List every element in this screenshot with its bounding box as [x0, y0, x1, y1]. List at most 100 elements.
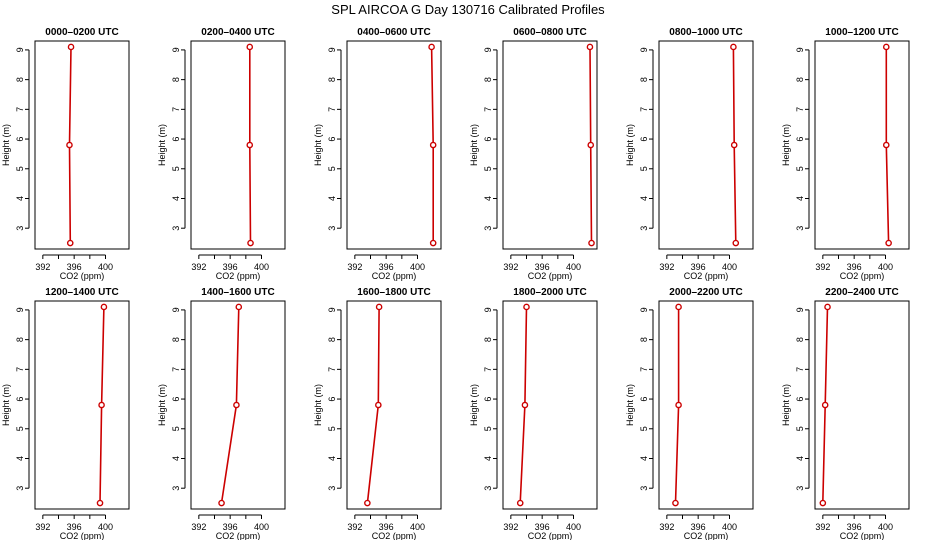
y-tick-label: 6 [327, 397, 337, 402]
y-tick-label: 5 [483, 426, 493, 431]
x-tick-label: 396 [67, 262, 82, 272]
y-tick-label: 7 [639, 107, 649, 112]
profile-point [96, 499, 104, 507]
y-tick-label: 8 [483, 77, 493, 82]
y-tick-label: 7 [483, 107, 493, 112]
y-tick-label: 4 [795, 456, 805, 461]
profile-point [67, 43, 75, 51]
y-tick-label: 8 [639, 77, 649, 82]
panel-title: 0000–0200 UTC [45, 27, 118, 38]
x-tick-label: 396 [379, 262, 394, 272]
profile-point [675, 303, 682, 311]
profile-point [66, 141, 73, 149]
y-tick-label: 7 [795, 367, 805, 372]
y-tick-label: 6 [483, 397, 493, 402]
x-axis-label: CO2 (ppm) [528, 271, 573, 281]
y-axis-label: Height (m) [469, 384, 479, 426]
profile-point [824, 303, 831, 311]
y-tick-label: 7 [483, 367, 493, 372]
x-tick-label: 400 [566, 522, 581, 532]
profile-point [247, 239, 254, 247]
y-tick-label: 8 [795, 77, 805, 82]
x-tick-label: 392 [503, 262, 518, 272]
y-tick-label: 7 [171, 107, 181, 112]
x-tick-label: 392 [659, 522, 674, 532]
plot-frame [658, 40, 754, 250]
y-tick-label: 5 [171, 166, 181, 171]
y-axis-label: Height (m) [625, 384, 635, 426]
y-tick-label: 3 [327, 226, 337, 231]
plot-frame [34, 40, 130, 250]
y-tick-label: 5 [327, 426, 337, 431]
y-tick-label: 3 [795, 226, 805, 231]
y-tick-label: 4 [15, 456, 25, 461]
x-tick-label: 396 [847, 262, 862, 272]
y-tick-label: 4 [327, 196, 337, 201]
y-tick-label: 3 [483, 486, 493, 491]
panel-title: 1000–1200 UTC [825, 27, 898, 38]
y-tick-label: 3 [483, 226, 493, 231]
x-tick-label: 396 [535, 522, 550, 532]
x-tick-label: 396 [691, 262, 706, 272]
profile-point [246, 43, 254, 51]
x-tick-label: 400 [254, 262, 269, 272]
x-axis-label: CO2 (ppm) [684, 271, 729, 281]
y-tick-label: 9 [483, 47, 493, 52]
profile-point [586, 43, 594, 51]
x-tick-label: 392 [815, 262, 830, 272]
plot-frame [346, 300, 442, 510]
x-tick-label: 392 [503, 522, 518, 532]
x-tick-label: 396 [379, 522, 394, 532]
y-tick-label: 4 [15, 196, 25, 201]
profile-point [375, 303, 383, 311]
profile-point [730, 43, 737, 51]
profile-point [885, 239, 892, 247]
profile-point [100, 303, 108, 311]
y-tick-label: 6 [795, 397, 805, 402]
x-tick-label: 396 [223, 262, 238, 272]
panel-title: 2000–2200 UTC [669, 287, 742, 298]
profile-point [375, 401, 382, 409]
profile-point [429, 239, 437, 247]
y-tick-label: 8 [639, 337, 649, 342]
y-tick-label: 6 [639, 137, 649, 142]
plot-frame [502, 40, 598, 250]
y-tick-label: 5 [15, 166, 25, 171]
y-tick-label: 9 [639, 47, 649, 52]
y-tick-label: 4 [171, 456, 181, 461]
y-tick-label: 3 [15, 226, 25, 231]
x-tick-label: 400 [410, 522, 425, 532]
y-tick-label: 6 [15, 137, 25, 142]
y-axis-label: Height (m) [1, 384, 11, 426]
y-tick-label: 4 [483, 456, 493, 461]
y-tick-label: 9 [327, 307, 337, 312]
y-axis-label: Height (m) [157, 384, 167, 426]
y-tick-label: 5 [483, 166, 493, 171]
y-tick-label: 4 [795, 196, 805, 201]
y-tick-label: 7 [171, 367, 181, 372]
x-tick-label: 392 [191, 262, 206, 272]
y-axis-label: Height (m) [469, 124, 479, 166]
x-tick-label: 392 [815, 522, 830, 532]
profile-point [246, 141, 254, 149]
x-tick-label: 396 [691, 522, 706, 532]
y-tick-label: 3 [327, 486, 337, 491]
plot-frame [658, 300, 754, 510]
x-tick-label: 400 [254, 522, 269, 532]
y-tick-label: 7 [15, 367, 25, 372]
profile-point [882, 43, 890, 51]
y-axis-label: Height (m) [1, 124, 11, 166]
x-tick-label: 392 [347, 262, 362, 272]
y-tick-label: 5 [15, 426, 25, 431]
profile-point [235, 303, 243, 311]
y-axis-label: Height (m) [313, 384, 323, 426]
y-tick-label: 3 [15, 486, 25, 491]
y-tick-label: 6 [15, 397, 25, 402]
y-tick-label: 8 [795, 337, 805, 342]
x-tick-label: 392 [191, 522, 206, 532]
panel-title: 2200–2400 UTC [825, 287, 898, 298]
